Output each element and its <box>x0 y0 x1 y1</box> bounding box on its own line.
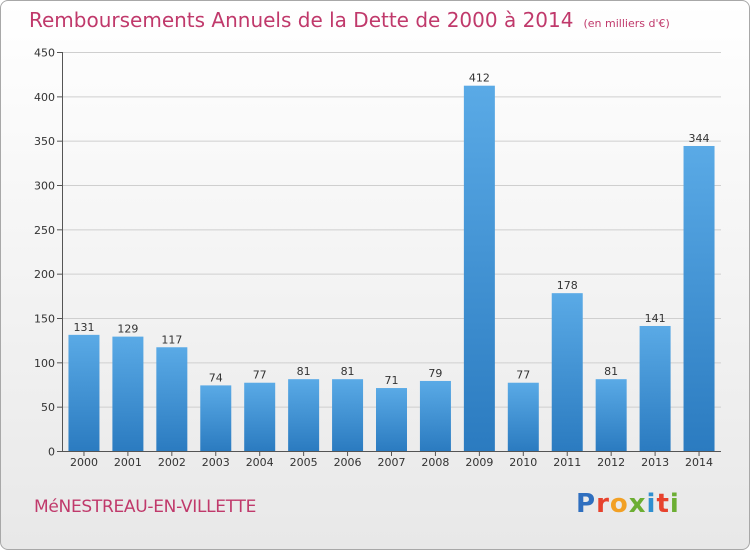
logo-letter: P <box>576 489 597 519</box>
logo-letter: r <box>596 489 610 519</box>
bars <box>68 85 715 452</box>
bar-2004 <box>244 382 276 451</box>
bar-2006 <box>332 379 364 451</box>
title-text: Remboursements Annuels de la Dette de 20… <box>29 8 574 32</box>
data-label: 74 <box>209 371 223 384</box>
y-tick-label: 250 <box>34 224 55 237</box>
data-label: 81 <box>604 365 618 378</box>
x-tick-label: 2008 <box>421 456 449 469</box>
axes: 0 50 100 150 200 250 300 350 400 450 2000 2001 2002 2… <box>34 47 721 469</box>
x-tick-label: 2007 <box>378 456 406 469</box>
x-tick-label: 2010 <box>509 456 537 469</box>
data-label: 129 <box>117 323 138 336</box>
bar-2000 <box>68 334 100 451</box>
unit-text: (en milliers d'€) <box>583 17 670 30</box>
y-tick-label: 450 <box>34 47 55 60</box>
x-tick-label: 2012 <box>597 456 625 469</box>
data-label: 131 <box>73 321 94 334</box>
labels: 131 129 117 74 77 81 81 71 79 412 77 178 81 141 344 <box>73 72 709 387</box>
bar-2011 <box>551 293 583 451</box>
bar-2009 <box>463 85 495 452</box>
y-tick-label: 400 <box>34 91 55 104</box>
x-tick-label: 2000 <box>70 456 98 469</box>
bar-2005 <box>288 379 320 451</box>
data-label: 178 <box>557 279 578 292</box>
x-tick-label: 2011 <box>553 456 581 469</box>
logo-letter: i <box>669 489 680 519</box>
data-label: 117 <box>161 333 182 346</box>
data-label: 71 <box>385 374 399 387</box>
bar-2014 <box>683 145 715 451</box>
x-tick-label: 2001 <box>114 456 142 469</box>
x-tick-label: 2004 <box>246 456 274 469</box>
commune-name: MéNESTREAU-EN-VILLETTE <box>34 497 257 517</box>
y-tick-label: 350 <box>34 135 55 148</box>
data-label: 79 <box>428 367 442 380</box>
data-label: 81 <box>341 365 355 378</box>
y-tick-label: 0 <box>48 446 55 459</box>
logo-letter: x <box>628 489 647 519</box>
data-label: 81 <box>297 365 311 378</box>
bar-2008 <box>419 380 451 451</box>
bar-2010 <box>507 382 539 451</box>
y-tick-label: 150 <box>34 313 55 326</box>
bar-2003 <box>200 385 232 451</box>
bar-2007 <box>376 388 407 451</box>
x-tick-label: 2002 <box>158 456 186 469</box>
x-tick-label: 2005 <box>290 456 318 469</box>
x-tick-label: 2006 <box>334 456 362 469</box>
proxiti-logo[interactable]: Proxiti <box>576 489 680 519</box>
bar-2001 <box>112 336 144 451</box>
bar-2013 <box>639 325 671 451</box>
chart-title: Remboursements Annuels de la Dette de 20… <box>29 8 670 32</box>
data-label: 344 <box>689 132 710 145</box>
y-tick-label: 300 <box>34 180 55 193</box>
data-label: 412 <box>469 72 490 85</box>
y-tick-label: 100 <box>34 357 55 370</box>
bar-2012 <box>595 379 627 451</box>
bar-2002 <box>156 347 188 451</box>
x-tick-label: 2014 <box>685 456 713 469</box>
data-label: 141 <box>645 312 666 325</box>
data-label: 77 <box>516 369 530 382</box>
y-tick-label: 50 <box>41 401 55 414</box>
y-tick-label: 200 <box>34 268 55 281</box>
logo-letter: i <box>646 489 657 519</box>
data-label: 77 <box>253 369 267 382</box>
x-tick-label: 2003 <box>202 456 230 469</box>
x-tick-label: 2013 <box>641 456 669 469</box>
logo-letter: o <box>609 489 629 519</box>
logo-letter: t <box>656 489 670 519</box>
x-tick-label: 2009 <box>465 456 493 469</box>
